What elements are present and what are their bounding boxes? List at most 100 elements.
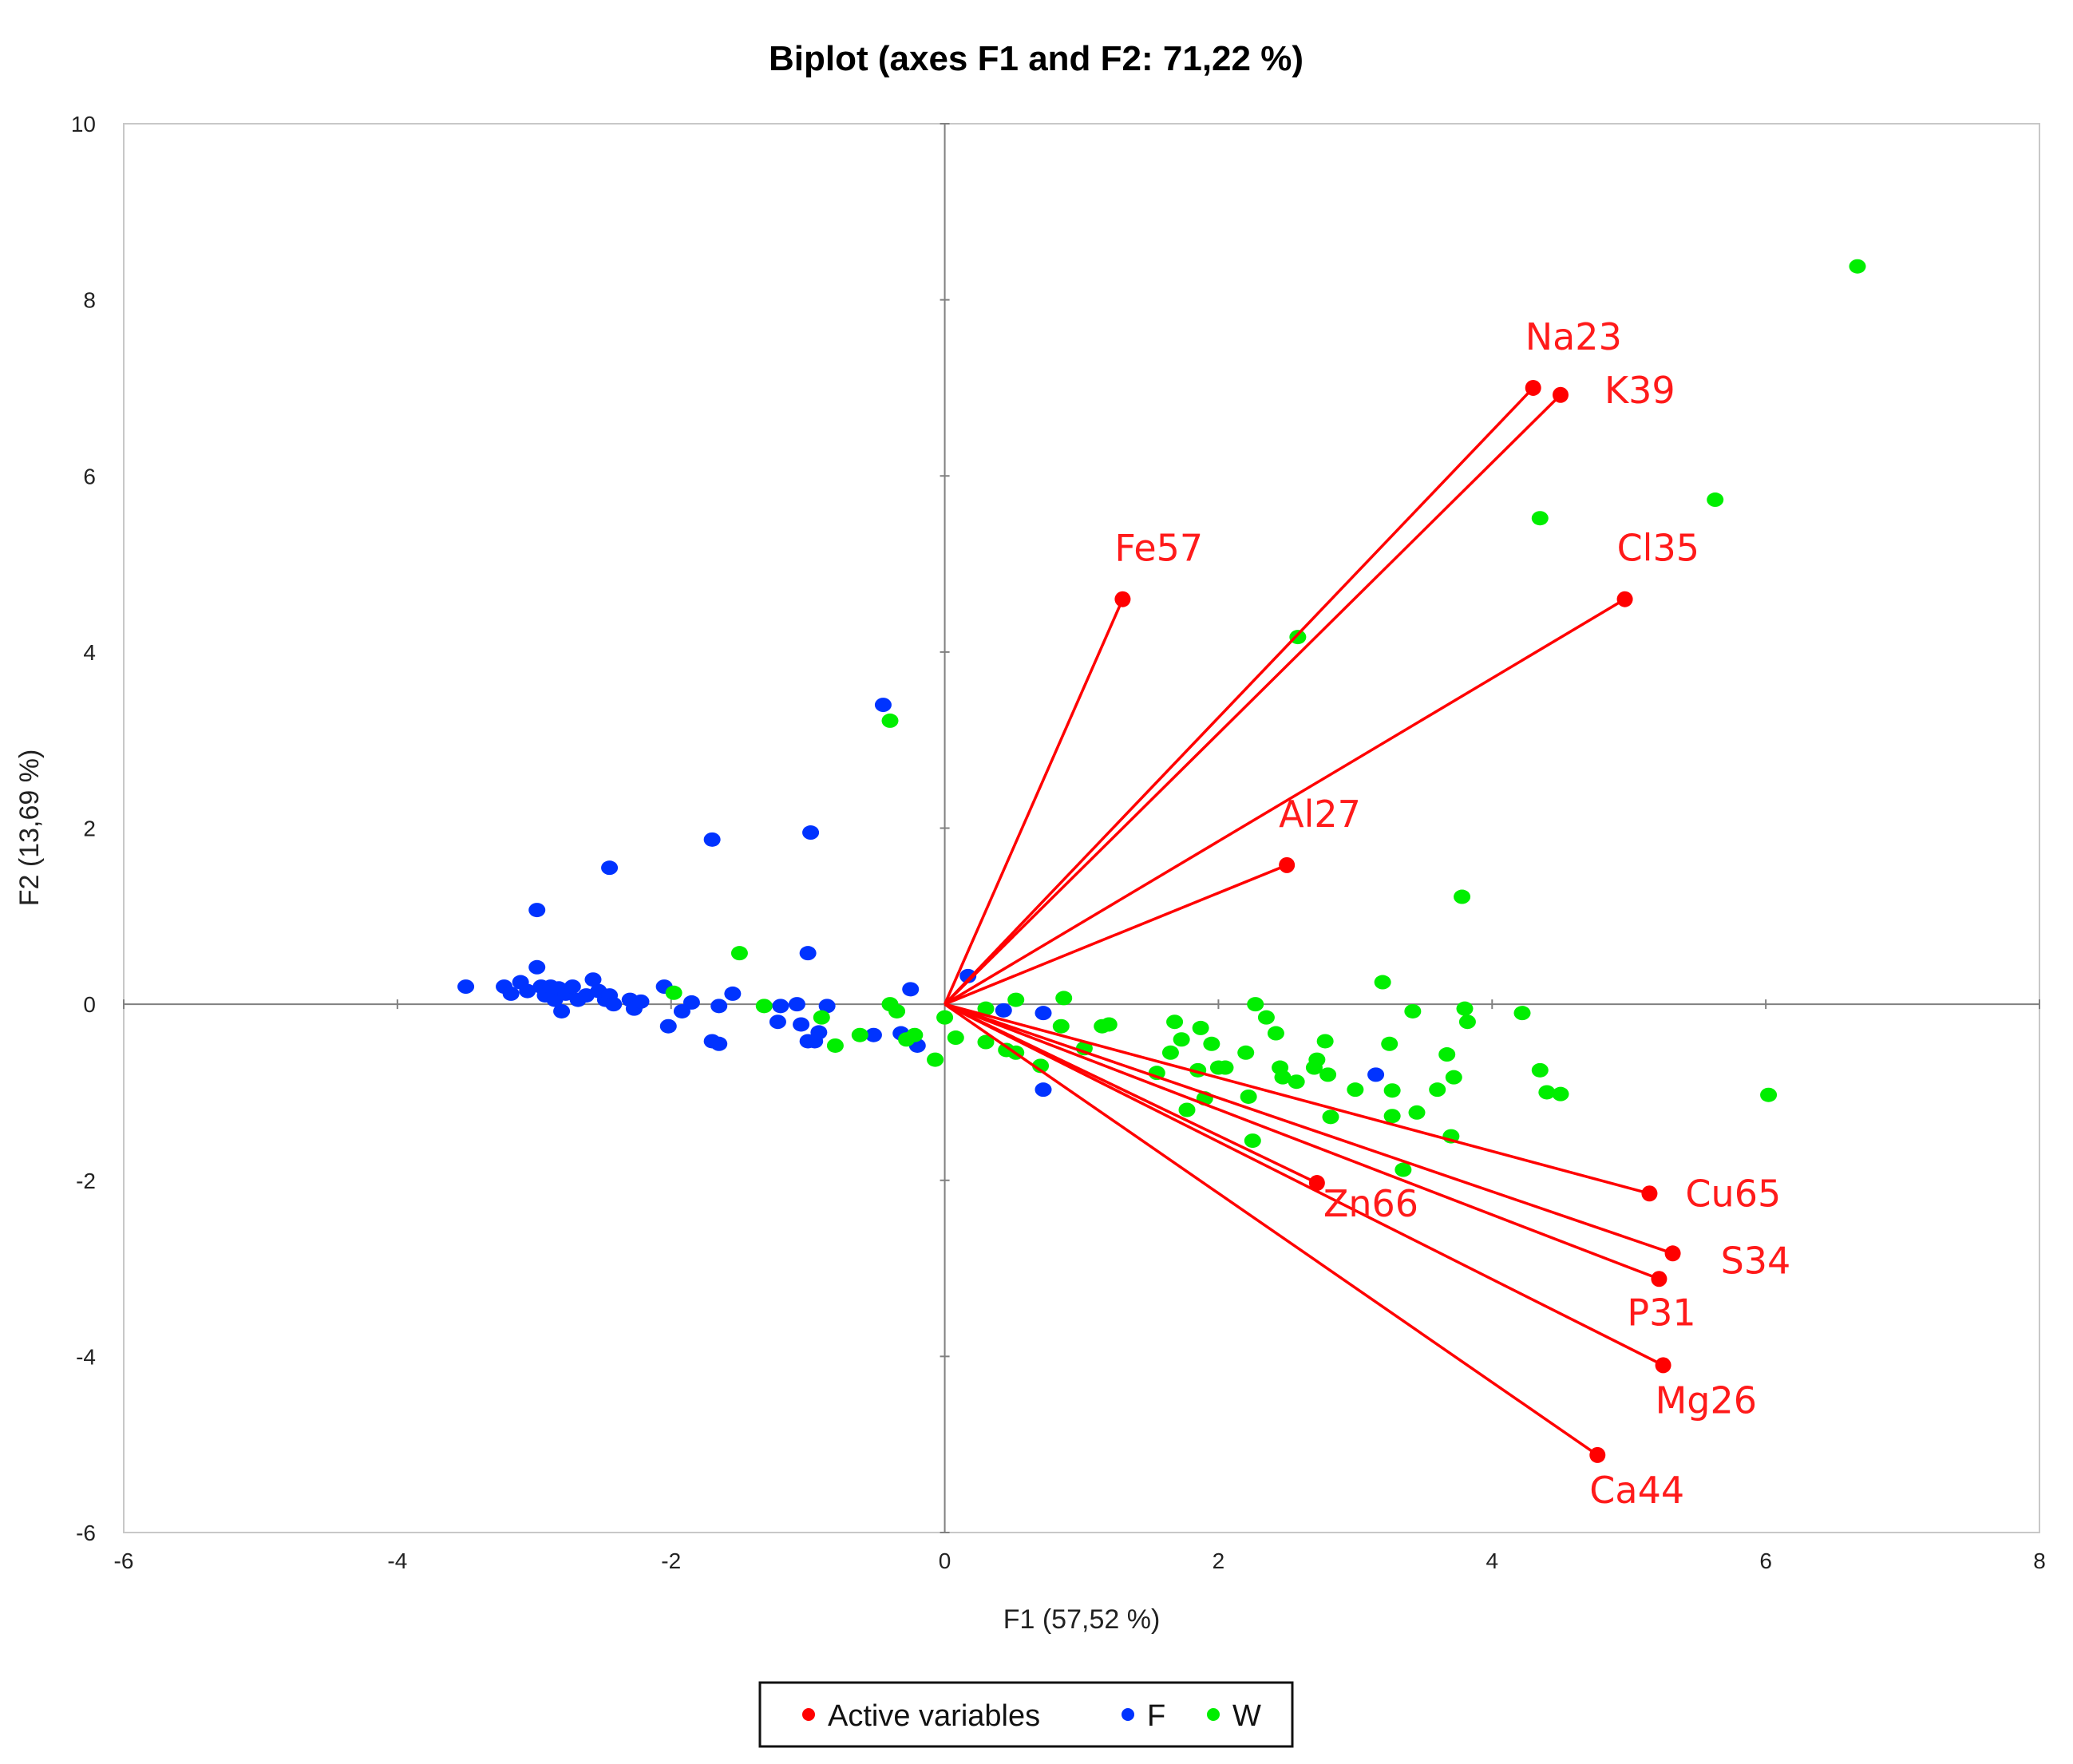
point-w bbox=[1032, 1058, 1050, 1074]
vector-fe57 bbox=[943, 598, 1125, 1005]
y-tick-label: 6 bbox=[83, 464, 96, 488]
chart-title: Biplot (axes F1 and F2: 71,22 %) bbox=[769, 39, 1304, 78]
point-f bbox=[1035, 1082, 1052, 1098]
point-w bbox=[813, 1010, 830, 1025]
point-f bbox=[902, 982, 920, 997]
y-axis-label: F2 (13,69 %) bbox=[14, 750, 45, 907]
variable-label-cu65: Cu65 bbox=[1685, 1172, 1781, 1215]
point-f bbox=[703, 832, 721, 847]
point-w bbox=[1456, 1001, 1474, 1016]
variable-label-na23: Na23 bbox=[1525, 315, 1622, 358]
point-w bbox=[1178, 1102, 1196, 1117]
point-f bbox=[959, 968, 977, 983]
y-tick-label: -6 bbox=[76, 1521, 96, 1545]
point-w bbox=[1322, 1109, 1339, 1125]
x-tick-label: 6 bbox=[1759, 1548, 1772, 1573]
y-tick-label: 0 bbox=[83, 992, 96, 1017]
vector-k39 bbox=[944, 394, 1562, 1006]
point-w bbox=[1055, 991, 1073, 1006]
point-w bbox=[1374, 975, 1391, 990]
point-f bbox=[502, 986, 520, 1001]
point-w bbox=[1429, 1082, 1446, 1098]
point-w bbox=[665, 985, 682, 1000]
point-w bbox=[1007, 992, 1025, 1007]
legend-marker-w bbox=[1207, 1708, 1220, 1721]
point-w bbox=[1203, 1036, 1220, 1051]
point-f bbox=[528, 903, 546, 918]
point-w bbox=[1445, 1070, 1462, 1085]
vector-endpoint-mg26 bbox=[1655, 1357, 1671, 1374]
point-w bbox=[977, 1001, 995, 1016]
point-w bbox=[1257, 1010, 1275, 1025]
point-w bbox=[888, 1003, 906, 1018]
vector-cl35 bbox=[944, 598, 1626, 1006]
vector-p31 bbox=[944, 1003, 1660, 1280]
x-tick-label: -2 bbox=[661, 1548, 681, 1573]
point-w bbox=[1173, 1032, 1190, 1047]
point-w bbox=[1100, 1017, 1118, 1032]
x-tick-label: 0 bbox=[939, 1548, 951, 1573]
point-f bbox=[772, 999, 789, 1014]
variable-label-s34: S34 bbox=[1721, 1239, 1791, 1282]
point-f bbox=[788, 997, 805, 1012]
vector-ca44 bbox=[944, 1003, 1599, 1457]
point-w bbox=[1052, 1018, 1070, 1034]
vector-mg26 bbox=[944, 1003, 1664, 1367]
point-w bbox=[1531, 511, 1549, 526]
vector-endpoint-s34 bbox=[1664, 1245, 1681, 1262]
point-w bbox=[1531, 1062, 1549, 1078]
point-f bbox=[528, 959, 546, 975]
point-w bbox=[1760, 1087, 1778, 1102]
vector-endpoint-cl35 bbox=[1616, 591, 1633, 607]
vector-endpoint-zn66 bbox=[1308, 1175, 1325, 1192]
point-w bbox=[1237, 1045, 1255, 1060]
vector-cu65 bbox=[944, 1003, 1650, 1195]
legend-marker-active-variables bbox=[802, 1708, 815, 1721]
point-w bbox=[1192, 1020, 1209, 1035]
point-w bbox=[1240, 1089, 1257, 1104]
point-f bbox=[864, 1027, 882, 1042]
point-w bbox=[881, 713, 899, 728]
y-tick-label: 8 bbox=[83, 288, 96, 313]
point-w bbox=[1395, 1162, 1412, 1177]
point-w bbox=[826, 1038, 844, 1053]
y-tick-label: 2 bbox=[83, 817, 96, 841]
vector-al27 bbox=[944, 864, 1288, 1006]
variable-label-mg26: Mg26 bbox=[1656, 1378, 1757, 1422]
point-f bbox=[810, 1025, 828, 1040]
vector-s34 bbox=[944, 1003, 1674, 1255]
variable-label-cl35: Cl35 bbox=[1617, 527, 1699, 570]
legend-box bbox=[758, 1681, 1294, 1748]
variable-label-ca44: Ca44 bbox=[1589, 1469, 1684, 1512]
point-w bbox=[1438, 1047, 1456, 1062]
vectors-layer bbox=[943, 379, 1681, 1463]
vector-endpoint-na23 bbox=[1525, 379, 1541, 396]
point-f bbox=[632, 994, 650, 1009]
variable-label-p31: P31 bbox=[1627, 1291, 1695, 1334]
point-w bbox=[1383, 1109, 1401, 1124]
vector-na23 bbox=[944, 386, 1534, 1006]
point-w bbox=[1383, 1083, 1401, 1098]
x-axis-label: F1 (57,52 %) bbox=[1003, 1604, 1161, 1635]
point-w bbox=[977, 1034, 995, 1050]
point-w bbox=[1316, 1034, 1334, 1049]
point-f bbox=[457, 979, 475, 995]
y-tick-label: 4 bbox=[83, 640, 96, 665]
point-f bbox=[710, 1036, 728, 1051]
points-layer bbox=[457, 259, 1866, 1177]
point-f bbox=[874, 698, 892, 713]
point-w bbox=[1381, 1036, 1398, 1051]
point-w bbox=[1274, 1070, 1292, 1085]
point-w bbox=[1247, 997, 1264, 1012]
legend: Active variables F W bbox=[758, 1681, 1294, 1748]
point-f bbox=[682, 995, 700, 1010]
ticks-layer: -6 -4 -2 0 2 4 6 8 -6 -4 -2 0 2 4 6 8 10 bbox=[71, 112, 2046, 1573]
point-w bbox=[1849, 259, 1866, 274]
legend-label-active-variables: Active variables bbox=[828, 1699, 1040, 1733]
point-w bbox=[1707, 492, 1724, 508]
point-f bbox=[818, 999, 836, 1014]
point-w bbox=[1161, 1045, 1179, 1060]
point-f bbox=[564, 979, 581, 995]
point-f bbox=[553, 1003, 571, 1018]
